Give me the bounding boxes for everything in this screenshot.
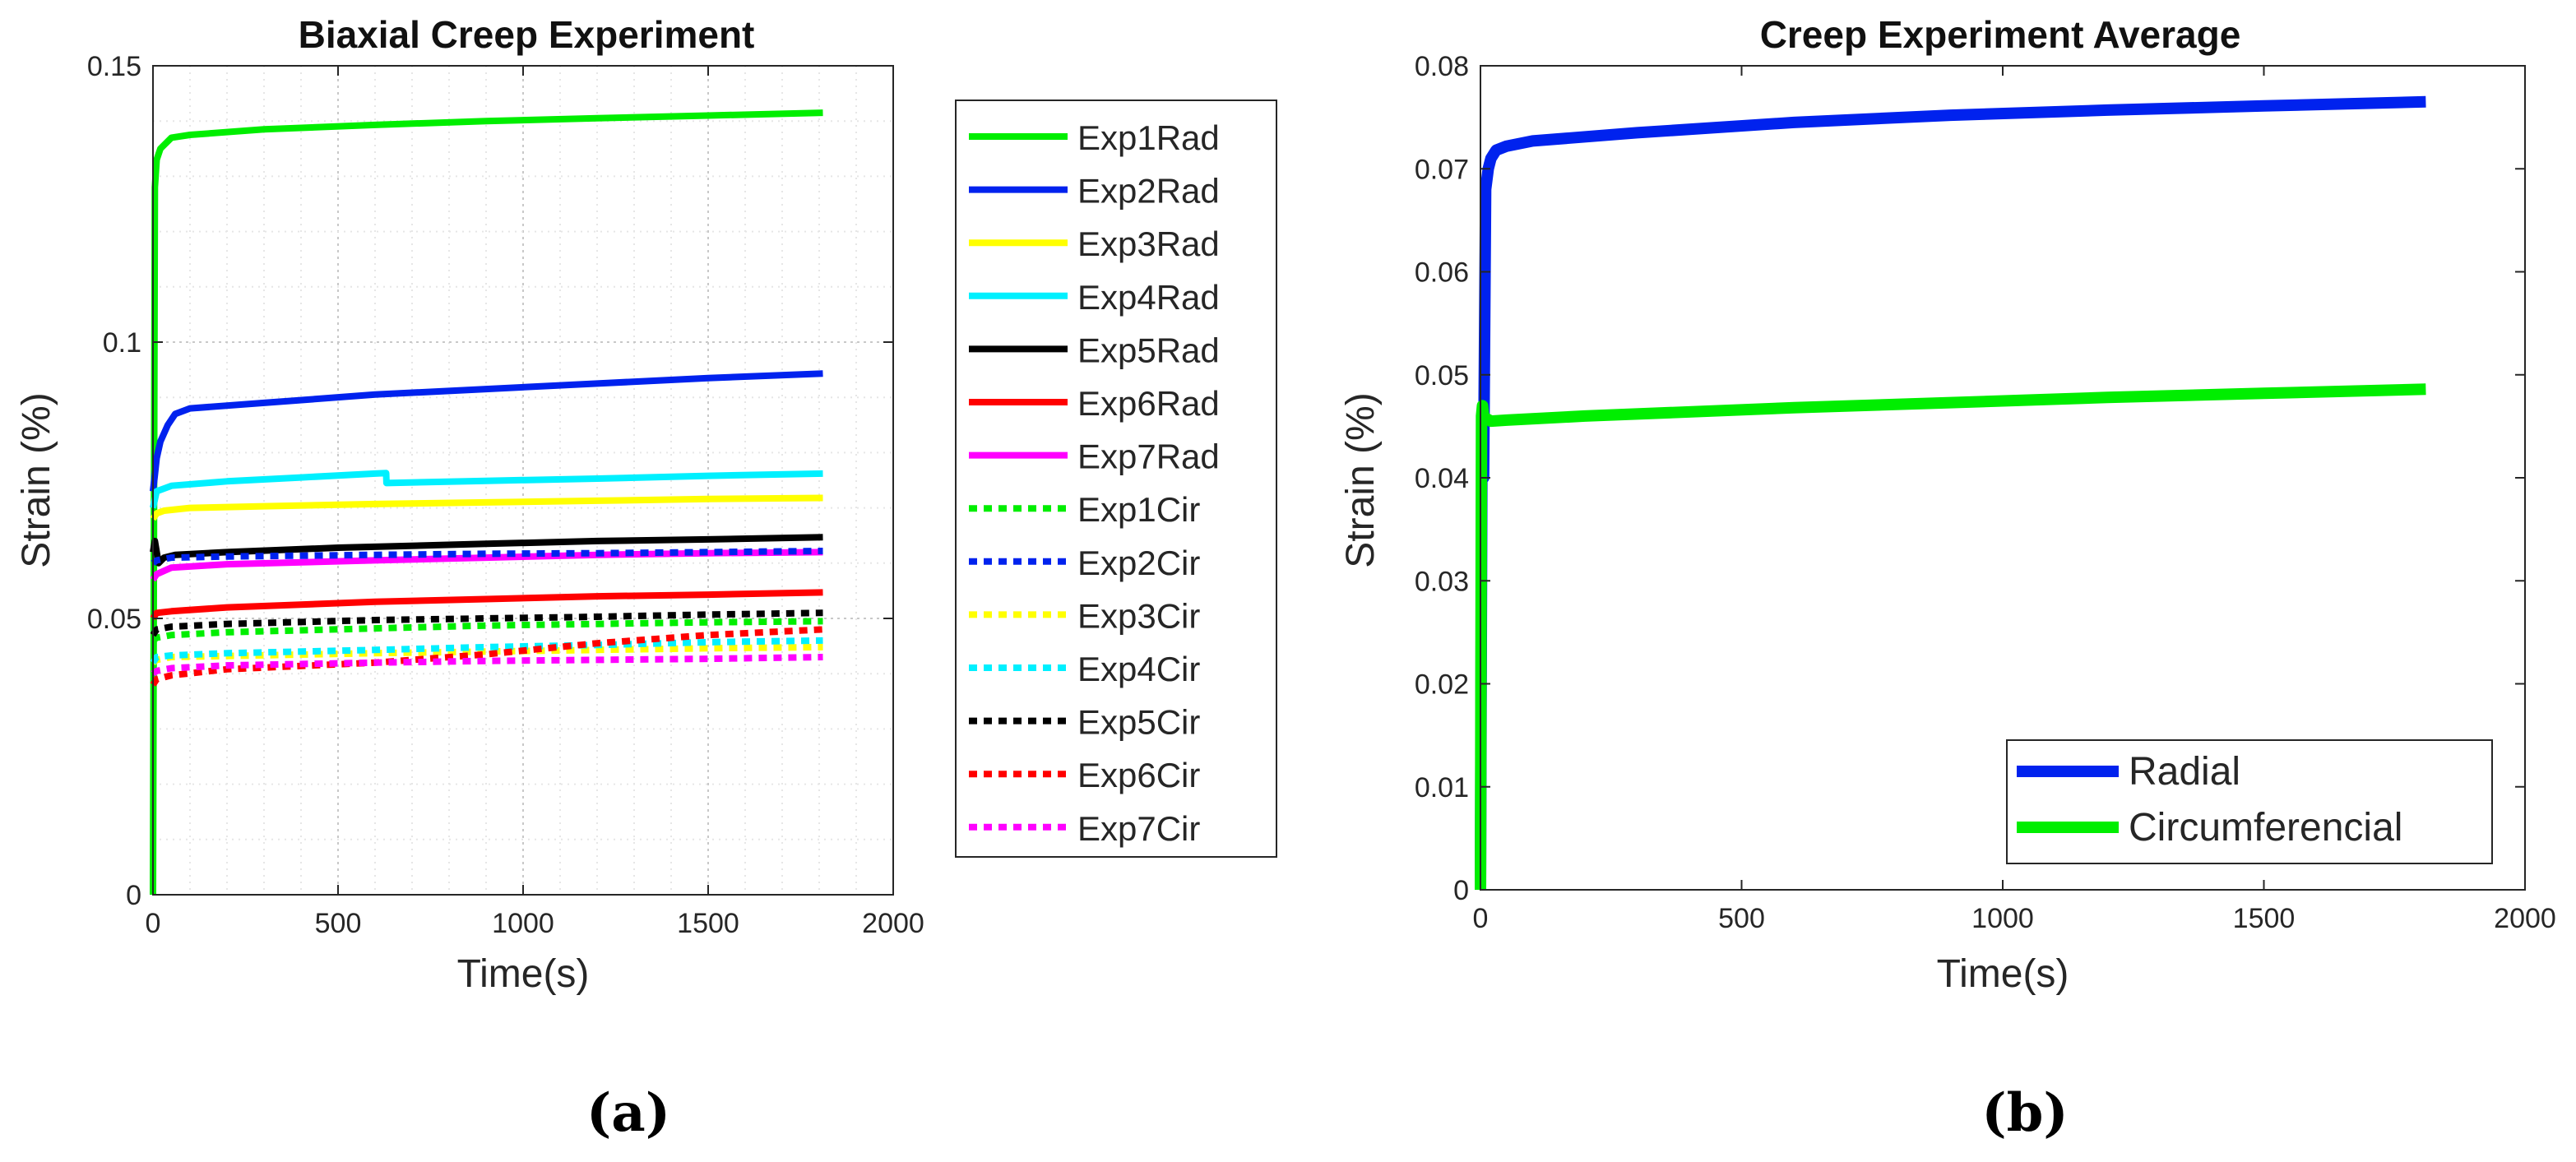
legend-label-exp4rad: Exp4Rad — [1077, 278, 1220, 317]
x-tick-label: 1500 — [2233, 903, 2296, 934]
series-line-exp7cir — [151, 654, 823, 677]
legend-label-exp6cir: Exp6Cir — [1077, 756, 1200, 794]
y-tick-label: 0 — [1453, 875, 1469, 906]
series-line-exp6rad — [150, 589, 823, 621]
y-tick-label: 0 — [126, 880, 141, 911]
y-tick-label: 0.15 — [87, 51, 141, 82]
y-axis-label: Strain (%) — [15, 392, 58, 567]
y-tick-label: 0.06 — [1415, 257, 1469, 289]
series-lines — [1475, 95, 2426, 891]
x-tick-label: 500 — [1718, 903, 1765, 934]
series-line-exp2rad — [150, 370, 823, 492]
x-tick-label: 1000 — [492, 908, 554, 939]
series-line-exp3rad — [150, 494, 823, 521]
legend-label-exp3rad: Exp3Rad — [1077, 225, 1220, 263]
y-tick-label: 0.1 — [103, 327, 141, 359]
x-tick-label: 2000 — [2494, 903, 2556, 934]
legend-box — [955, 100, 1277, 858]
x-axis-label: Time(s) — [1937, 952, 2069, 996]
x-axis-label: Time(s) — [457, 952, 590, 996]
series-line-exp5cir — [150, 609, 823, 637]
series-line-exp5rad — [150, 534, 823, 567]
legend-label-exp2cir: Exp2Cir — [1077, 544, 1200, 582]
series-line-circumferencial — [1475, 383, 2426, 891]
series-lines — [150, 109, 823, 896]
panel-label: (a) — [586, 1082, 670, 1144]
x-tick-label: 1500 — [677, 908, 739, 939]
axis-ticks: 0 500 1000 1500 2000 0 0.05 0.1 0.15 — [87, 51, 924, 939]
legend-label-radial: Radial — [2129, 750, 2240, 794]
x-tick-label: 0 — [1473, 903, 1489, 934]
x-tick-label: 500 — [315, 908, 362, 939]
panel-label: (b) — [1981, 1082, 2068, 1144]
y-tick-label: 0.08 — [1415, 51, 1469, 82]
legend-label-circumferencial: Circumferencial — [2129, 806, 2402, 850]
y-tick-label: 0.01 — [1415, 772, 1469, 803]
axis-ticks: 0 500 1000 1500 2000 0 0.01 0.02 0.03 0.04 0.05 0.0… — [1415, 51, 2556, 934]
legend-label-exp6rad: Exp6Rad — [1077, 384, 1220, 423]
legend-label-exp5rad: Exp5Rad — [1077, 331, 1220, 369]
x-tick-label: 0 — [146, 908, 161, 939]
series-line-radial — [1475, 95, 2426, 891]
legend-label-exp5cir: Exp5Cir — [1077, 703, 1200, 742]
y-tick-label: 0.02 — [1415, 669, 1469, 701]
legend-label-exp2rad: Exp2Rad — [1077, 172, 1220, 211]
chart-biaxial-creep: Biaxial Creep Experiment 0 500 1000 1500 200… — [15, 13, 1277, 1144]
y-tick-label: 0.05 — [87, 604, 141, 635]
legend: Radial Circumferencial — [2006, 739, 2493, 864]
chart-creep-average: Creep Experiment Average 0 500 1000 1500 200… — [1339, 13, 2556, 1144]
legend-label-exp1cir: Exp1Cir — [1077, 490, 1200, 529]
legend-label-exp3cir: Exp3Cir — [1077, 596, 1200, 635]
series-line-exp2cir — [151, 548, 823, 566]
chart-title: Biaxial Creep Experiment — [299, 13, 755, 56]
series-line-exp4rad — [150, 470, 823, 509]
y-tick-label: 0.05 — [1415, 360, 1469, 391]
legend-label-exp1rad: Exp1Rad — [1077, 118, 1220, 157]
chart-title: Creep Experiment Average — [1760, 13, 2241, 56]
y-tick-label: 0.07 — [1415, 154, 1469, 185]
x-tick-label: 2000 — [862, 908, 924, 939]
legend-box — [2006, 739, 2493, 864]
legend-label-exp4cir: Exp4Cir — [1077, 650, 1200, 688]
y-tick-label: 0.04 — [1415, 463, 1469, 494]
x-tick-label: 1000 — [1971, 903, 2034, 934]
y-tick-label: 0.03 — [1415, 566, 1469, 597]
legend: Exp1Rad Exp2Rad Exp3Rad Exp4Rad Exp5Rad Exp6R… — [955, 100, 1277, 858]
series-line-exp1cir — [151, 618, 823, 644]
legend-label-exp7rad: Exp7Rad — [1077, 437, 1220, 476]
series-line-exp4cir — [150, 637, 823, 665]
y-axis-label: Strain (%) — [1339, 392, 1383, 567]
series-line-exp1rad — [150, 109, 823, 896]
legend-label-exp7cir: Exp7Cir — [1077, 809, 1200, 848]
